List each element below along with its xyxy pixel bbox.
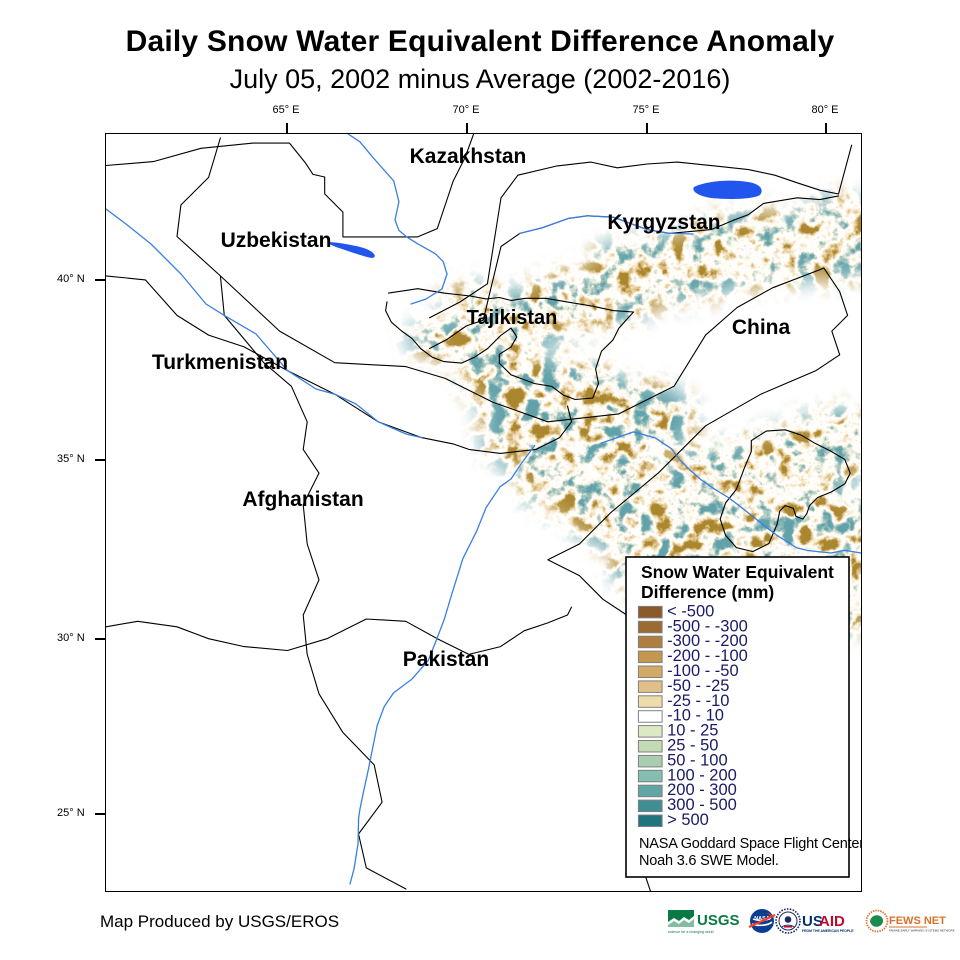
svg-text:Noah 3.6 SWE Model.: Noah 3.6 SWE Model. [639,853,779,869]
svg-text:Uzbekistan: Uzbekistan [221,229,332,252]
svg-text:Kazakhstan: Kazakhstan [410,145,527,168]
svg-text:> 500: > 500 [667,811,709,829]
svg-text:NASA Goddard Space Flight Cent: NASA Goddard Space Flight Center [639,836,861,852]
svg-text:China: China [732,316,791,339]
svg-text:Kyrgyzstan: Kyrgyzstan [607,211,720,234]
svg-text:science for a changing world: science for a changing world [668,930,714,934]
svg-text:Tajikistan: Tajikistan [467,307,558,329]
svg-text:Afghanistan: Afghanistan [242,488,363,511]
svg-text:Pakistan: Pakistan [403,648,489,671]
svg-text:Difference (mm): Difference (mm) [641,582,774,602]
svg-text:FEWS NET: FEWS NET [889,915,946,927]
svg-text:Snow Water Equivalent: Snow Water Equivalent [641,562,834,582]
svg-text:Turkmenistan: Turkmenistan [152,351,288,374]
svg-text:FROM THE AMERICAN PEOPLE: FROM THE AMERICAN PEOPLE [802,929,854,933]
svg-text:AID: AID [819,913,845,930]
svg-text:FAMINE EARLY WARNING SYSTEMS N: FAMINE EARLY WARNING SYSTEMS NETWORK [889,929,955,933]
svg-text:USGS: USGS [697,912,740,929]
